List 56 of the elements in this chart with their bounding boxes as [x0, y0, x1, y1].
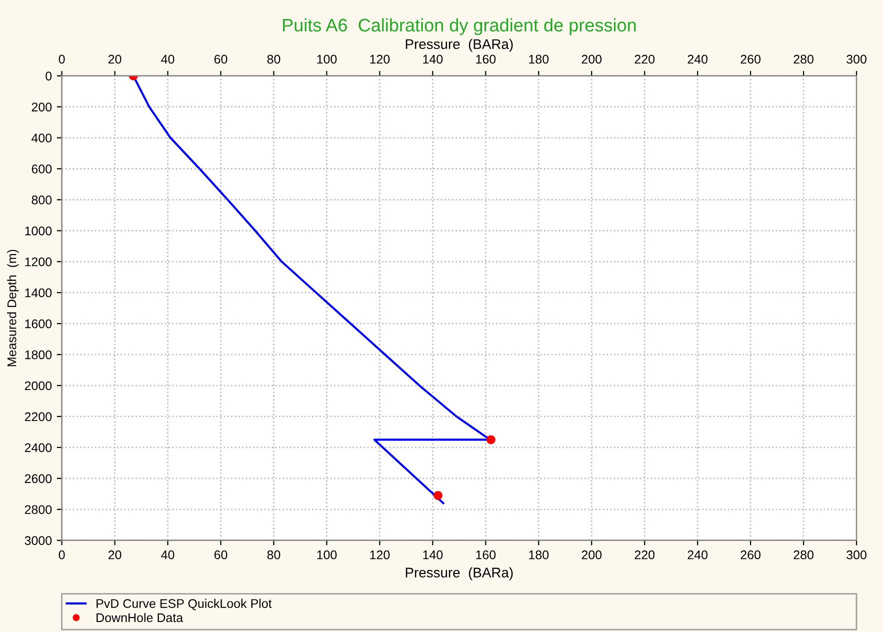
y-tick-label: 0 [46, 72, 52, 80]
y-axis-title: Measured Depth (m) [7, 250, 19, 366]
y-tick-label: 2200 [24, 412, 52, 422]
y-tick-label: 200 [32, 102, 52, 112]
y-tick-label: 1800 [25, 350, 52, 360]
x2-tick-label: 40 [161, 54, 174, 64]
x2-tick-label: 60 [214, 54, 228, 64]
point [486, 435, 496, 444]
y-tick-label: 1600 [25, 319, 52, 328]
x2-tick-label: 100 [317, 54, 337, 64]
x-tick-label: 200 [582, 550, 602, 560]
x-axis-title: Pressure (BARa) [406, 567, 513, 580]
y-tick-label: 1000 [25, 226, 52, 236]
x2-tick-label: 240 [688, 54, 708, 64]
y-tick-label: 2800 [24, 505, 52, 514]
x-tick-label: 140 [423, 550, 443, 560]
y-tick-label: 600 [32, 164, 52, 174]
x2-tick-label: 120 [370, 54, 390, 64]
y-tick-label: 2600 [24, 474, 52, 484]
x2-axis-title: Pressure (BARa) [406, 38, 513, 52]
x-tick-label: 220 [634, 550, 655, 560]
x2-tick-label: 200 [582, 54, 602, 64]
x-tick-label: 80 [267, 550, 280, 560]
y-tick-label: 2000 [24, 381, 52, 390]
legend-label: PvD Curve ESP QuickLook Plot [96, 598, 272, 610]
y-tick-label: 2400 [24, 443, 52, 452]
x2-tick-label: 260 [740, 54, 760, 64]
x2-tick-label: 280 [794, 54, 814, 64]
x-tick-label: 60 [214, 550, 228, 560]
y-tick-label: 400 [32, 134, 52, 142]
x-tick-label: 100 [317, 550, 337, 560]
x-tick-label: 180 [529, 550, 549, 560]
x-tick-label: 160 [476, 550, 496, 560]
y-tick-label: 800 [32, 196, 52, 204]
x2-tick-label: 180 [529, 54, 549, 64]
x-tick-label: 240 [688, 550, 708, 560]
x2-tick-label: 140 [423, 54, 443, 64]
point [433, 490, 442, 500]
y-tick-label: 1400 [25, 288, 52, 298]
x-tick-label: 260 [740, 550, 760, 560]
x2-tick-label: 80 [267, 54, 280, 64]
legend-label: DownHole Data [96, 612, 184, 622]
x-tick-label: 20 [108, 550, 122, 560]
x-tick-label: 120 [370, 550, 390, 560]
x2-tick-label: 160 [476, 54, 496, 64]
y-tick-label: 3000 [24, 536, 52, 546]
x2-tick-label: 0 [58, 54, 65, 64]
x-tick-label: 0 [58, 550, 65, 560]
x-tick-label: 300 [846, 550, 866, 560]
chart-title: Puits A6 Calibration dy gradient de pression [283, 18, 636, 36]
x-tick-label: 40 [161, 550, 174, 560]
y-tick-label: 1200 [25, 257, 52, 266]
x2-tick-label: 20 [108, 54, 122, 64]
x-tick-label: 280 [794, 550, 814, 560]
x2-tick-label: 220 [634, 54, 655, 64]
x2-tick-label: 300 [846, 54, 866, 64]
